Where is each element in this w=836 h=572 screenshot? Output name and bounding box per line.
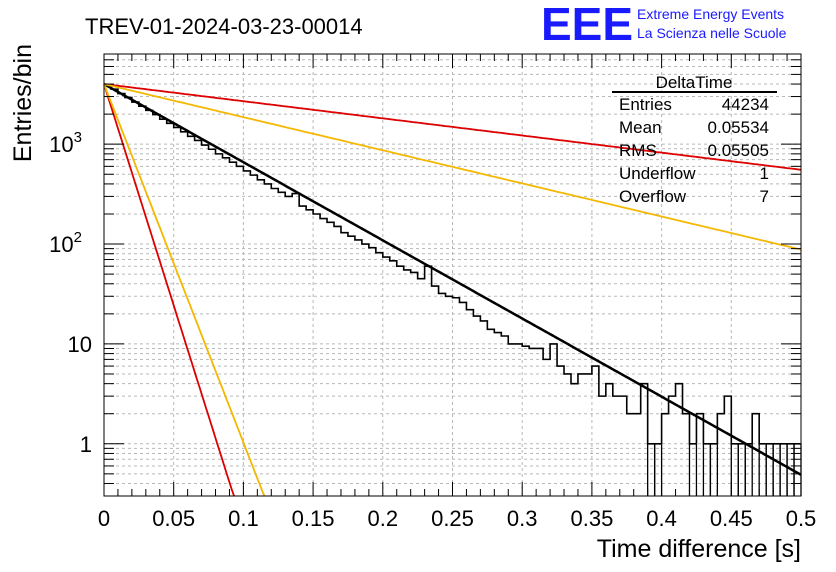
x-tick-label: 0.2 bbox=[368, 506, 399, 531]
run-title: TREV-01-2024-03-23-00014 bbox=[85, 14, 363, 39]
stats-value: 0.05534 bbox=[708, 118, 769, 137]
fit-curve bbox=[103, 83, 266, 497]
stats-value: 1 bbox=[760, 164, 769, 183]
axis-ticks bbox=[103, 53, 802, 497]
stats-value: 0.05505 bbox=[708, 141, 769, 160]
y-tick-label: 102 bbox=[49, 229, 82, 257]
fit-curve bbox=[103, 83, 235, 497]
x-tick-label: 0.05 bbox=[152, 506, 195, 531]
y-tick-label: 103 bbox=[49, 129, 82, 157]
x-tick-label: 0 bbox=[98, 506, 110, 531]
stats-label: Entries bbox=[619, 95, 672, 114]
fit-curve bbox=[103, 83, 802, 476]
x-tick-label: 0.4 bbox=[646, 506, 677, 531]
eee-logo: EEE bbox=[541, 0, 633, 50]
stats-title: DeltaTime bbox=[656, 73, 733, 92]
tick-labels: 0 0.05 0.1 0.15 0.2 0.25 0.3 0.35 0.4 0.45 0.5 1 10 1… bbox=[49, 129, 816, 531]
stats-label: Mean bbox=[619, 118, 662, 137]
x-tick-label: 0.15 bbox=[292, 506, 335, 531]
x-tick-label: 0.25 bbox=[431, 506, 474, 531]
y-axis-title: Entries/bin bbox=[9, 44, 37, 162]
x-tick-label: 0.45 bbox=[710, 506, 753, 531]
fit-curve bbox=[103, 83, 802, 251]
stats-value: 44234 bbox=[722, 95, 769, 114]
stats-label: RMS bbox=[619, 141, 657, 160]
stats-box: DeltaTime Entries 44234 Mean 0.05534 RMS 0.05… bbox=[612, 73, 777, 206]
plot-area bbox=[103, 83, 802, 497]
y-tick-label: 1 bbox=[80, 432, 92, 457]
stats-label: Underflow bbox=[619, 164, 696, 183]
y-tick-label: 10 bbox=[68, 332, 92, 357]
stats-value: 7 bbox=[760, 187, 769, 206]
x-tick-label: 0.5 bbox=[786, 506, 817, 531]
x-tick-label: 0.3 bbox=[507, 506, 538, 531]
fit-curve bbox=[103, 83, 802, 171]
x-axis-title: Time difference [s] bbox=[597, 535, 801, 563]
x-tick-label: 0.1 bbox=[228, 506, 259, 531]
logo-line-1: Extreme Energy Events bbox=[637, 6, 784, 22]
logo-line-2: La Scienza nelle Scuole bbox=[637, 25, 787, 41]
stats-label: Overflow bbox=[619, 187, 687, 206]
x-tick-label: 0.35 bbox=[570, 506, 613, 531]
